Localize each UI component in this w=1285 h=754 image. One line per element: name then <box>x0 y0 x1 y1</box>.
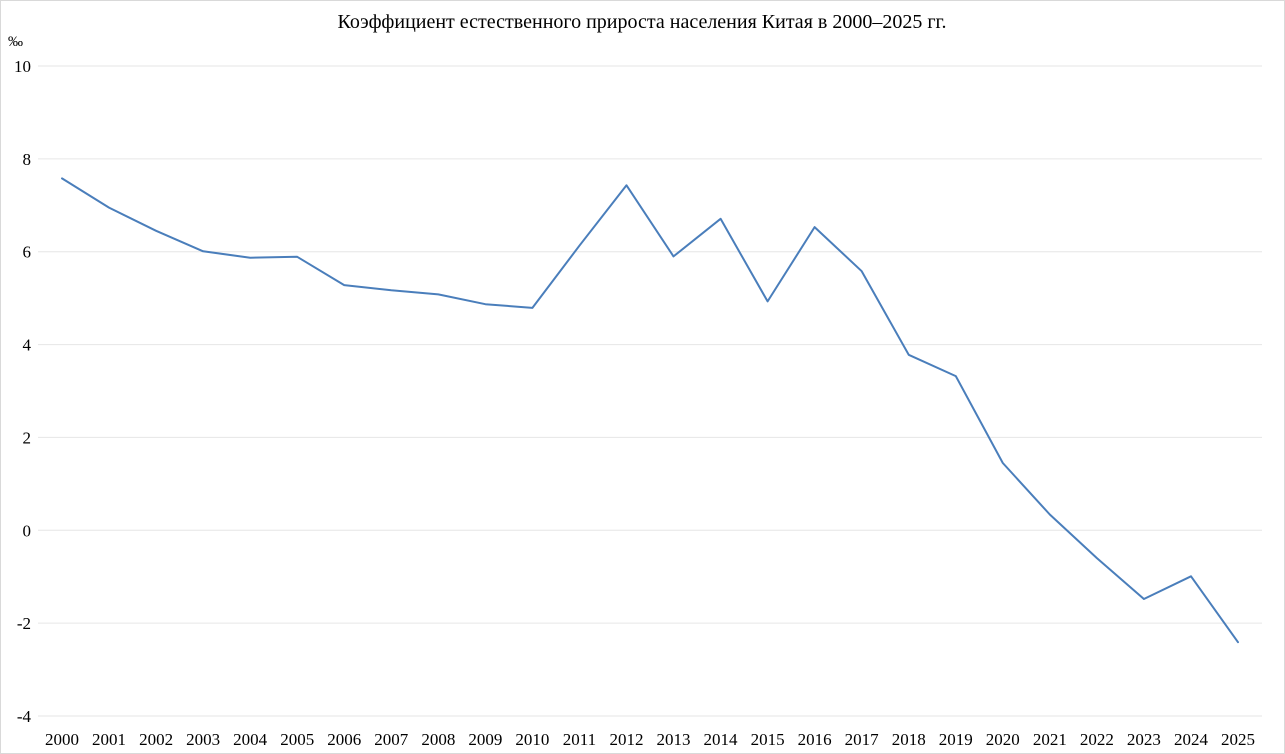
x-tick-label: 2001 <box>92 730 126 749</box>
x-tick-label: 2010 <box>515 730 549 749</box>
x-axis-ticks: 2000 2001 2002 2003 2004 2005 2006 2007 2008 2009… <box>45 730 1255 749</box>
x-tick-label: 2014 <box>704 730 739 749</box>
x-tick-label: 2018 <box>892 730 926 749</box>
x-tick-label: 2013 <box>657 730 691 749</box>
x-tick-label: 2023 <box>1127 730 1161 749</box>
x-tick-label: 2003 <box>186 730 220 749</box>
x-tick-label: 2015 <box>751 730 785 749</box>
x-tick-label: 2022 <box>1080 730 1114 749</box>
x-tick-label: 2012 <box>609 730 643 749</box>
x-tick-label: 2016 <box>798 730 832 749</box>
series-layer <box>61 177 1239 644</box>
y-tick-label: 10 <box>14 57 31 76</box>
x-tick-label: 2000 <box>45 730 79 749</box>
y-tick-label: 6 <box>23 243 32 262</box>
y-tick-label: 0 <box>23 521 32 540</box>
y-tick-label: 4 <box>23 336 32 355</box>
y-tick-label: -4 <box>17 707 32 726</box>
y-tick-label: 8 <box>23 150 32 169</box>
y-axis-ticks: 10 8 6 4 2 0 -2 -4 <box>14 57 32 726</box>
series-line <box>61 177 1239 644</box>
x-tick-label: 2020 <box>986 730 1020 749</box>
x-tick-label: 2021 <box>1033 730 1067 749</box>
y-unit-label: ‰ <box>8 34 23 50</box>
x-tick-label: 2002 <box>139 730 173 749</box>
x-tick-label: 2004 <box>233 730 268 749</box>
gridlines <box>38 65 1262 717</box>
x-tick-label: 2008 <box>421 730 455 749</box>
x-tick-label: 2019 <box>939 730 973 749</box>
x-tick-label: 2011 <box>563 730 596 749</box>
x-tick-label: 2017 <box>845 730 880 749</box>
x-tick-label: 2025 <box>1221 730 1255 749</box>
x-tick-label: 2005 <box>280 730 314 749</box>
x-tick-label: 2024 <box>1174 730 1209 749</box>
y-tick-label: -2 <box>17 614 31 633</box>
chart-title: Коэффициент естественного прироста насел… <box>338 11 947 33</box>
x-tick-label: 2009 <box>468 730 502 749</box>
x-tick-label: 2007 <box>374 730 409 749</box>
y-tick-label: 2 <box>23 428 32 447</box>
x-tick-label: 2006 <box>327 730 361 749</box>
